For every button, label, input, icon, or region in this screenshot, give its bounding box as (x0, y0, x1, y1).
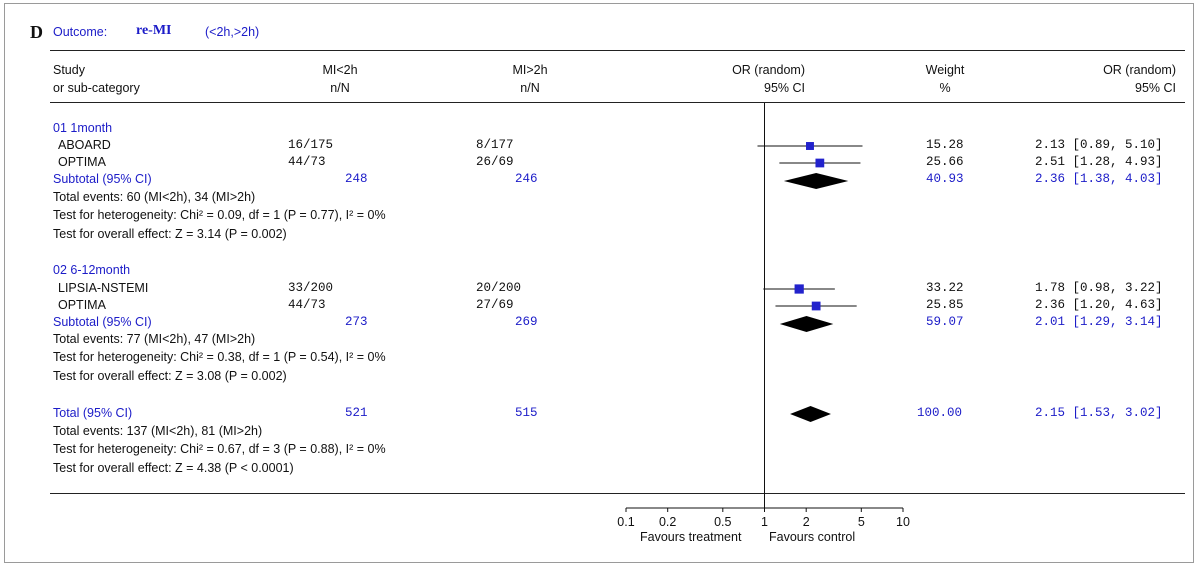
subtotal-or: 2.01 [1.29, 3.14] (1035, 315, 1163, 329)
weight-value: 15.28 (926, 138, 964, 152)
header-plot-sub: 95% CI (764, 81, 805, 95)
favours-control-label: Favours control (769, 530, 856, 544)
bottom-rule (50, 493, 1185, 494)
study-name: ABOARD (58, 138, 111, 152)
group1-events: 16/175 (288, 138, 334, 152)
study-name: LIPSIA-NSTEMI (58, 281, 149, 295)
heterogeneity-text: Test for heterogeneity: Chi² = 0.67, df … (53, 442, 386, 456)
header-or-sub: 95% CI (1135, 81, 1176, 95)
x-tick-label: 5 (858, 515, 865, 529)
heterogeneity-text: Test for heterogeneity: Chi² = 0.09, df … (53, 208, 386, 222)
total-or: 2.15 [1.53, 3.02] (1035, 406, 1163, 420)
x-tick-label: 2 (803, 515, 810, 529)
total-diamond (790, 406, 831, 422)
subtotal-or: 2.36 [1.38, 4.03] (1035, 172, 1163, 186)
total-weight: 100.00 (917, 406, 963, 420)
header-group1: MI<2h (322, 63, 358, 77)
total-events-text: Total events: 60 (MI<2h), 34 (MI>2h) (53, 190, 256, 204)
header-rule (50, 102, 1185, 103)
point-estimate-marker (815, 158, 825, 168)
group2-events: 20/200 (476, 281, 522, 295)
point-estimate-marker (794, 284, 804, 294)
or-value: 2.13 [0.89, 5.10] (1035, 138, 1163, 152)
header-group2-sub: n/N (520, 81, 540, 95)
header-plot: OR (random) (732, 63, 805, 77)
subtotal-label: Subtotal (95% CI) (53, 172, 152, 186)
outcome-groups: (<2h,>2h) (205, 25, 260, 39)
group2-events: 27/69 (476, 298, 514, 312)
group2-events: 26/69 (476, 155, 514, 169)
total-n1: 521 (345, 406, 368, 420)
group1-events: 33/200 (288, 281, 334, 295)
header-group2: MI>2h (512, 63, 548, 77)
or-value: 2.51 [1.28, 4.93] (1035, 155, 1163, 169)
group1-events: 44/73 (288, 155, 326, 169)
favours-treatment-label: Favours treatment (640, 530, 742, 544)
panel-letter: D (30, 22, 43, 42)
heterogeneity-text: Test for heterogeneity: Chi² = 0.38, df … (53, 350, 386, 364)
or-value: 2.36 [1.20, 4.63] (1035, 298, 1163, 312)
or-value: 1.78 [0.98, 3.22] (1035, 281, 1163, 295)
header-group1-sub: n/N (330, 81, 350, 95)
header-study-sub: or sub-category (53, 81, 140, 95)
subtotal-n2: 246 (515, 172, 538, 186)
subtotal-weight: 59.07 (926, 315, 964, 329)
x-tick-label: 1 (761, 515, 768, 529)
total-events-text: Total events: 77 (MI<2h), 47 (MI>2h) (53, 332, 256, 346)
weight-value: 25.85 (926, 298, 964, 312)
subtotal-n1: 248 (345, 172, 368, 186)
top-rule (50, 50, 1185, 51)
header-weight: Weight (925, 63, 965, 77)
total-n2: 515 (515, 406, 538, 420)
outcome-label: Outcome: (53, 25, 108, 39)
study-name: OPTIMA (58, 155, 106, 169)
x-tick-label: 0.5 (714, 515, 731, 529)
header-or: OR (random) (1103, 63, 1176, 77)
outcome-name: re-MI (136, 23, 172, 38)
overall-effect-text: Test for overall effect: Z = 3.14 (P = 0… (53, 227, 287, 241)
x-tick-label: 10 (896, 515, 910, 529)
x-tick-label: 0.2 (659, 515, 676, 529)
header-weight-sub: % (939, 81, 951, 95)
subtotal-n1: 273 (345, 315, 368, 329)
group2-events: 8/177 (476, 138, 514, 152)
total-label: Total (95% CI) (53, 406, 133, 420)
subtotal-diamond (783, 173, 849, 189)
group-title: 02 6-12month (53, 263, 131, 277)
total-events-text: Total events: 137 (MI<2h), 81 (MI>2h) (53, 424, 263, 438)
study-name: OPTIMA (58, 298, 106, 312)
group1-events: 44/73 (288, 298, 326, 312)
point-estimate-marker (811, 301, 821, 311)
overall-effect-text: Test for overall effect: Z = 3.08 (P = 0… (53, 369, 287, 383)
subtotal-weight: 40.93 (926, 172, 964, 186)
weight-value: 25.66 (926, 155, 964, 169)
weight-value: 33.22 (926, 281, 964, 295)
group-title: 01 1month (53, 121, 113, 135)
point-estimate-marker (806, 142, 814, 150)
subtotal-label: Subtotal (95% CI) (53, 315, 152, 329)
x-tick-label: 0.1 (617, 515, 634, 529)
overall-effect-text: Test for overall effect: Z = 4.38 (P < 0… (53, 461, 294, 475)
subtotal-n2: 269 (515, 315, 538, 329)
header-study: Study (53, 63, 85, 77)
subtotal-diamond (779, 316, 834, 332)
